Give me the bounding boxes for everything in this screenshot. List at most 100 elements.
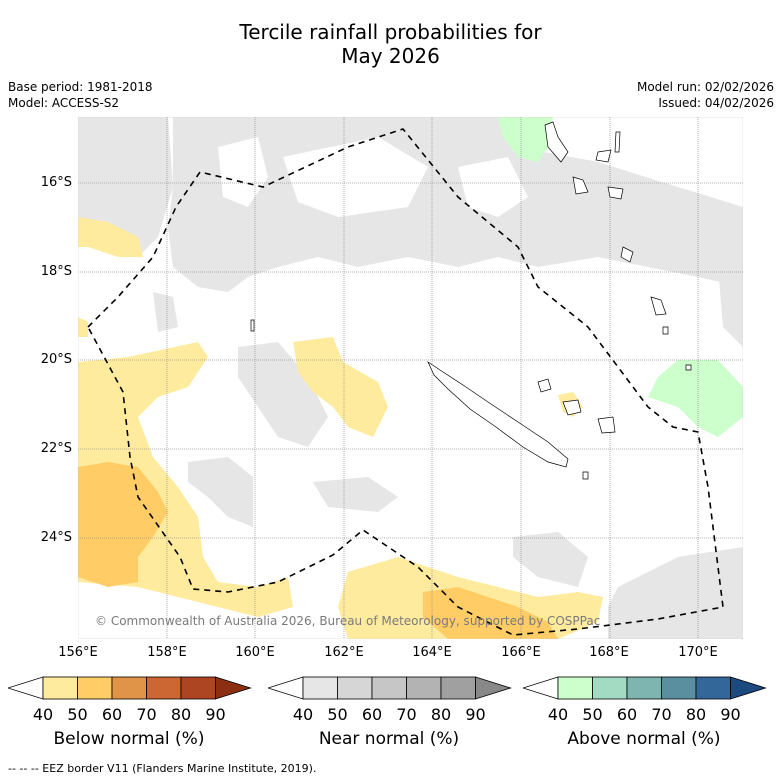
near-normal-west-small <box>153 292 178 332</box>
colorbar-tick-label: 80 <box>170 705 192 724</box>
above-normal-east <box>648 360 743 437</box>
title-line-2: May 2026 <box>341 44 440 68</box>
near-normal-mid-1 <box>238 342 328 447</box>
colorbar-segment <box>146 676 182 700</box>
below-normal-northwest <box>78 217 143 257</box>
meta-right: Model run: 02/02/2026 Issued: 04/02/2026 <box>637 79 774 111</box>
base-period: Base period: 1981-2018 <box>8 80 153 94</box>
colorbar-tick-label: 60 <box>101 705 123 724</box>
colorbar-segment <box>661 676 697 700</box>
model-run: Model run: 02/02/2026 <box>636 80 774 94</box>
above-normal-title: Above normal (%) <box>567 729 721 749</box>
colorbar-tick-label: 70 <box>396 705 417 724</box>
colorbar-segment <box>557 676 593 700</box>
lon-label-170e: 170°E <box>678 645 718 660</box>
issued-date: Issued: 04/02/2026 <box>658 96 774 110</box>
below-normal-50-60 <box>78 462 558 639</box>
colorbar-segment <box>371 676 407 700</box>
lat-label-24s: 24°S <box>40 530 72 545</box>
vanuatu-3 <box>572 176 589 195</box>
title-line-1: Tercile rainfall probabilities for <box>239 20 542 44</box>
lon-label-162e: 162°E <box>324 645 364 660</box>
colorbar-segment <box>406 676 442 700</box>
below-normal-south-core <box>423 587 558 639</box>
colorbar-segment <box>592 676 628 700</box>
near-normal-mid-3 <box>313 477 398 512</box>
lon-label-164e: 164°E <box>412 645 452 660</box>
colorbar-extend-low <box>523 676 559 700</box>
small-islet <box>250 319 255 332</box>
near-normal-colorbar <box>268 676 512 700</box>
loyalty-island-1 <box>537 378 552 393</box>
colorbar-tick-label: 90 <box>720 705 741 724</box>
colorbar-segment <box>180 676 216 700</box>
below-normal-colorbar <box>8 676 252 700</box>
colorbar-tick-label: 50 <box>327 705 348 724</box>
colorbar-segment <box>440 676 476 700</box>
colorbar-segment <box>695 676 731 700</box>
small-islet-2 <box>662 326 669 335</box>
colorbar-tick-label: 50 <box>582 705 603 724</box>
colorbar-segment <box>302 676 338 700</box>
colorbar-tick-label: 80 <box>685 705 707 724</box>
eez-border <box>87 128 724 636</box>
lon-label-166e: 166°E <box>501 645 541 660</box>
matthew-island <box>650 296 667 316</box>
meta-left: Base period: 1981-2018 Model: ACCESS-S2 <box>8 79 153 111</box>
colorbar-tick-label: 80 <box>430 705 452 724</box>
above-normal-colorbar <box>523 676 767 700</box>
above-normal-north <box>498 117 553 162</box>
colorbar-tick-label: 40 <box>32 705 54 724</box>
below-normal-title: Below normal (%) <box>53 729 205 749</box>
colorbar-segment <box>111 676 147 700</box>
loyalty-island-3 <box>597 416 616 434</box>
near-normal-far-south-east <box>608 547 743 639</box>
lat-label-16s: 16°S <box>40 175 72 190</box>
near-normal-mid-2 <box>188 457 253 527</box>
colorbar-tick-label: 40 <box>292 705 314 724</box>
colorbar-extend-high <box>215 676 252 700</box>
colorbar-tick-label: 50 <box>67 705 88 724</box>
lon-label-156e: 156°E <box>58 645 98 660</box>
colorbar-segment <box>337 676 373 700</box>
colorbar-extend-high <box>730 676 767 700</box>
colorbar-segment <box>626 676 662 700</box>
above-normal-40-50 <box>498 117 743 437</box>
below-normal-central <box>293 337 388 437</box>
colorbar-tick-label: 90 <box>465 705 486 724</box>
below-normal-west-sliver <box>78 317 88 337</box>
lat-label-18s: 18°S <box>40 264 72 279</box>
colorbar-tick-label: 70 <box>136 705 157 724</box>
isle-of-pines <box>582 471 589 480</box>
colorbar-tick-label: 60 <box>361 705 383 724</box>
graticule <box>78 117 743 639</box>
lat-label-20s: 20°S <box>40 352 72 367</box>
colorbar-extend-high <box>475 676 512 700</box>
lon-label-168e: 168°E <box>589 645 629 660</box>
hunter-island <box>685 364 692 371</box>
near-normal-south-east <box>513 532 588 587</box>
loyalty-island-2 <box>562 399 582 416</box>
eez-footer: -- -- -- EEZ border V11 (Flanders Marine… <box>8 762 317 775</box>
lon-label-158e: 158°E <box>147 645 187 660</box>
vanuatu-2 <box>595 149 612 163</box>
lat-label-22s: 22°S <box>40 441 72 456</box>
colorbar-extend-low <box>268 676 304 700</box>
colorbar-segment <box>42 676 78 700</box>
copyright: © Commonwealth of Australia 2026, Bureau… <box>95 614 601 628</box>
near-normal-east-strip <box>718 257 743 347</box>
new-caledonia <box>427 361 569 468</box>
colorbar-tick-label: 40 <box>547 705 569 724</box>
land <box>250 121 692 480</box>
vanuatu-6 <box>614 131 621 153</box>
map-title: Tercile rainfall probabilities for May 2… <box>0 20 781 68</box>
below-normal-west-core <box>78 462 168 587</box>
vanuatu-5 <box>620 246 634 263</box>
colorbar-tick-label: 60 <box>616 705 638 724</box>
holes <box>218 137 528 217</box>
lon-label-160e: 160°E <box>235 645 275 660</box>
colorbar-extend-low <box>8 676 44 700</box>
rainfall-map <box>78 117 743 639</box>
vanuatu-4 <box>607 186 624 200</box>
colorbar-tick-label: 70 <box>651 705 672 724</box>
